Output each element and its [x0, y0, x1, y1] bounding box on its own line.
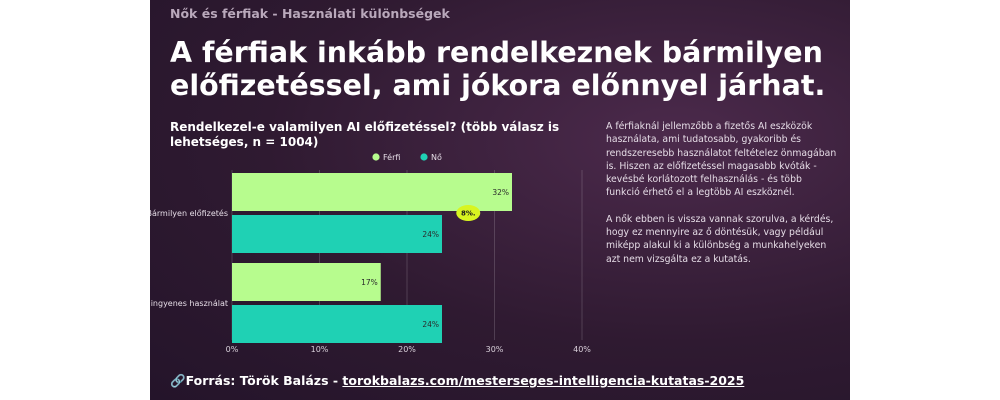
- bar-data-label: 24%: [422, 320, 439, 329]
- body-text: A férfiaknál jellemzőbb a fizetős AI esz…: [606, 120, 838, 279]
- x-tick-label: 10%: [311, 345, 329, 354]
- link-icon: 🔗: [170, 373, 186, 388]
- section-kicker: Nők és férfiak - Használati különbségek: [170, 6, 450, 21]
- legend-label: Nő: [431, 153, 442, 162]
- source-link[interactable]: torokbalazs.com/mesterseges-intelligenci…: [342, 373, 745, 388]
- source-line: 🔗Forrás: Török Balázs - torokbalazs.com/…: [170, 373, 744, 389]
- x-tick-label: 30%: [486, 345, 504, 354]
- chart-title: Rendelkezel-e valamilyen AI előfizetésse…: [170, 120, 560, 149]
- x-tick-label: 40%: [573, 345, 591, 354]
- legend-marker: [372, 153, 380, 161]
- legend-marker: [420, 153, 428, 161]
- bar: [232, 305, 442, 343]
- source-prefix: Forrás: Török Balázs -: [185, 373, 343, 388]
- slide: Nők és férfiak - Használati különbségek …: [150, 0, 850, 400]
- annotation-badge: [456, 205, 481, 221]
- annotation-label: 8%.: [461, 210, 476, 218]
- x-tick-label: 0%: [226, 345, 239, 354]
- bar: [232, 173, 512, 211]
- bar-data-label: 17%: [361, 278, 378, 287]
- headline: A férfiak inkább rendelkeznek bármilyen …: [170, 36, 826, 102]
- bar-chart: 0% 10% 20% 30% 40% Férfi Nő 32% 24% Bármilyen elő…: [150, 152, 591, 354]
- bar-data-label: 32%: [492, 188, 509, 197]
- bar: [232, 215, 442, 253]
- bar: [232, 263, 381, 301]
- body-paragraph-2: A nők ebben is vissza vannak szorulva, a…: [606, 213, 834, 265]
- bar-data-label: 24%: [422, 230, 439, 239]
- category-label: Bármilyen előfizetés: [150, 208, 228, 218]
- legend-label: Férfi: [383, 152, 400, 162]
- x-tick-label: 20%: [398, 345, 416, 354]
- category-label: Csak ingyenes használat: [150, 299, 228, 308]
- body-paragraph-1: A férfiaknál jellemzőbb a fizetős AI esz…: [606, 121, 837, 199]
